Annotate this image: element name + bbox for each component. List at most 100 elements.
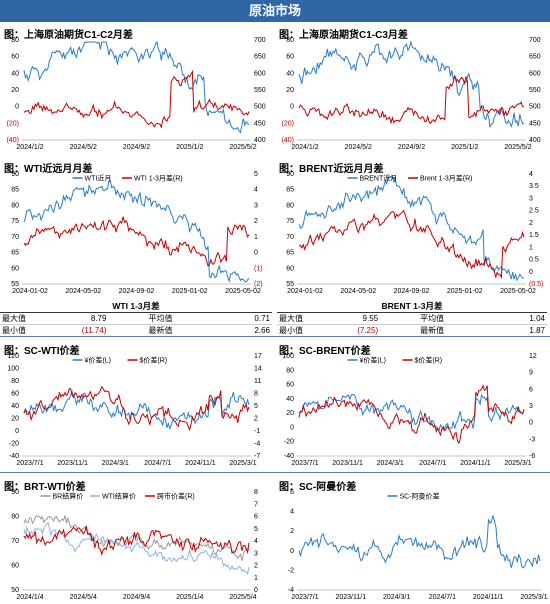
y-tick-right: 3 [254, 550, 258, 557]
y-tick-right: 0 [254, 250, 258, 257]
y-tick-right: 6 [529, 386, 533, 393]
y-tick-right: 3 [254, 202, 258, 209]
x-tick: 2025/3/1 [520, 594, 547, 601]
y-tick-left: 4 [290, 509, 294, 516]
y-tick-right: 6 [254, 514, 258, 521]
y-tick-left: 80 [11, 202, 19, 209]
y-tick-right: 3.5 [529, 183, 539, 190]
chart-svg: 100 80 60 40 20 0 -20 -40 12 9 6 3 0 -3 -6 2023/7/1 2023… [282, 353, 537, 467]
y-tick-left: 80 [11, 378, 19, 385]
y-tick-right: -7 [254, 453, 260, 460]
y-tick-left: 20 [286, 410, 294, 417]
y-tick-left: 80 [286, 367, 294, 374]
series-line [298, 175, 525, 282]
y-tick-left: (20) [282, 120, 294, 127]
y-tick-right: 1 [254, 234, 258, 241]
y-tick-right: 9 [529, 370, 533, 377]
y-tick-right: 17 [254, 353, 262, 360]
stat-label: 最小值 [277, 324, 332, 337]
x-tick: 2025-05-02 [225, 288, 261, 295]
x-tick: 2025/3/1 [504, 460, 531, 467]
y-tick-left: 0 [290, 548, 294, 555]
y-tick-left: 100 [282, 353, 294, 360]
chart-panel-c8: 图：SC-阿曼价差 6 4 2 0 -2 -4 2023/7/1 2023/11/1 2024/3… [275, 476, 550, 604]
stat-label: 最新值 [380, 324, 509, 337]
y-tick-right: 400 [529, 137, 541, 144]
y-tick-left: 65 [286, 250, 294, 257]
y-tick-left: 20 [286, 87, 294, 94]
x-tick: 2024/7/1 [429, 594, 456, 601]
y-tick-left: 70 [11, 538, 19, 545]
y-tick-right: 4 [254, 538, 258, 545]
x-tick: 2024/11/1 [473, 594, 504, 601]
stat-label: 最小值 [0, 324, 54, 337]
y-tick-left: 70 [286, 234, 294, 241]
y-tick-right: 12 [529, 353, 537, 360]
y-tick-left: 40 [286, 396, 294, 403]
y-tick-left: 20 [11, 87, 19, 94]
x-tick: 2025/3/1 [229, 460, 256, 467]
y-tick-right: 400 [254, 137, 266, 144]
x-tick: 2024/3/1 [383, 594, 410, 601]
y-tick-right: 0.5 [529, 257, 539, 264]
y-tick-right: 4 [529, 171, 533, 178]
x-tick: 2024-05-02 [340, 288, 376, 295]
y-tick-right: -3 [529, 436, 535, 443]
legend-item: BRENT近月 [347, 174, 397, 183]
y-tick-left: -20 [9, 441, 19, 448]
y-tick-right: 450 [254, 120, 266, 127]
x-tick: 2025/5/2 [229, 144, 256, 151]
series-line [23, 216, 250, 267]
y-tick-left: 65 [11, 250, 19, 257]
wti-stats-title: WTI 1-3月差 [0, 301, 272, 313]
y-tick-right: 550 [254, 87, 266, 94]
y-tick-left: 80 [286, 202, 294, 209]
chart-title: 图：SC-WTI价差 [4, 346, 80, 357]
y-tick-right: 1 [529, 244, 533, 251]
section-divider [0, 336, 550, 337]
chart-panel-c4: 图：BRENT近远月月差 90 85 80 75 70 65 60 55 4 3.5 3 2.5 2 1.5… [275, 158, 550, 298]
y-tick-right: 8 [254, 489, 258, 496]
svg-text:WTI近月: WTI近月 [85, 174, 112, 183]
y-tick-right: 550 [529, 87, 541, 94]
y-tick-right: 0 [529, 420, 533, 427]
y-tick-left: (40) [282, 137, 294, 144]
y-tick-left: -4 [288, 587, 294, 594]
y-tick-left: 60 [286, 382, 294, 389]
legend-item: SC-阿曼价差 [387, 492, 440, 501]
y-tick-left: (40) [7, 137, 19, 144]
y-tick-left: -40 [284, 453, 294, 460]
y-tick-left: 50 [11, 587, 19, 594]
stat-label: 平均值 [380, 313, 509, 325]
y-tick-right: (0.5) [529, 281, 543, 288]
chart-title: 图：BRT-WTI价差 [4, 482, 86, 493]
y-tick-left: 60 [11, 54, 19, 61]
x-tick: 2024-01-02 [287, 288, 323, 295]
y-tick-left: 90 [11, 489, 19, 496]
x-tick: 2024/9/4 [123, 594, 150, 601]
y-tick-left: 75 [286, 218, 294, 225]
chart-title: 图：BRENT近远月月差 [279, 164, 384, 175]
y-tick-right: (2) [254, 281, 263, 288]
y-tick-right: -6 [529, 453, 535, 460]
y-tick-right: 600 [254, 70, 266, 77]
series-line [23, 69, 250, 129]
y-tick-left: 90 [286, 171, 294, 178]
y-tick-left: 40 [11, 70, 19, 77]
y-tick-left: 80 [286, 37, 294, 44]
svg-text:¥价差(L): ¥价差(L) [360, 356, 386, 365]
y-tick-right: 2 [254, 416, 258, 423]
y-tick-left: 80 [11, 514, 19, 521]
x-tick: 2023/11/1 [335, 594, 366, 601]
y-tick-right: 5 [254, 403, 258, 410]
y-tick-left: 0 [290, 104, 294, 111]
x-tick: 2025/1/2 [176, 144, 203, 151]
x-tick: 2025/5/4 [229, 594, 256, 601]
chart-title: 图：SC-阿曼价差 [279, 482, 357, 493]
y-tick-right: -4 [254, 441, 260, 448]
svg-text:Brent 1-3月差(R): Brent 1-3月差(R) [420, 174, 473, 183]
x-tick: 2024/9/2 [398, 144, 425, 151]
x-tick: 2024-01-02 [12, 288, 48, 295]
